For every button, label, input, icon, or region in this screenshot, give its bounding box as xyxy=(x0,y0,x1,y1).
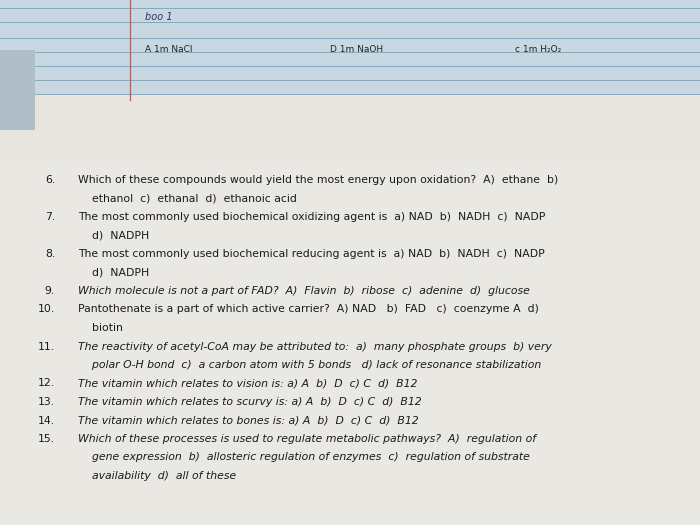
Text: 6.: 6. xyxy=(45,175,55,185)
FancyBboxPatch shape xyxy=(0,95,700,525)
Text: The vitamin which relates to scurvy is: a) A  b)  D  c) C  d)  B12: The vitamin which relates to scurvy is: … xyxy=(78,397,421,407)
Text: 8.: 8. xyxy=(45,249,55,259)
Text: 12.: 12. xyxy=(38,379,55,388)
FancyBboxPatch shape xyxy=(0,50,35,130)
Text: The reactivity of acetyl-CoA may be attributed to:  a)  many phosphate groups  b: The reactivity of acetyl-CoA may be attr… xyxy=(78,341,552,352)
Text: Which molecule is not a part of FAD?  A)  Flavin  b)  ribose  c)  adenine  d)  g: Which molecule is not a part of FAD? A) … xyxy=(78,286,530,296)
Text: 11.: 11. xyxy=(38,341,55,352)
Text: d)  NADPH: d) NADPH xyxy=(78,268,149,278)
Text: Which of these compounds would yield the most energy upon oxidation?  A)  ethane: Which of these compounds would yield the… xyxy=(78,175,559,185)
Text: 14.: 14. xyxy=(38,415,55,425)
Text: boo 1: boo 1 xyxy=(145,12,173,22)
Text: 7.: 7. xyxy=(45,212,55,222)
Text: 9.: 9. xyxy=(45,286,55,296)
Text: The most commonly used biochemical reducing agent is  a) NAD  b)  NADH  c)  NADP: The most commonly used biochemical reduc… xyxy=(78,249,545,259)
Text: polar O-H bond  c)  a carbon atom with 5 bonds   d) lack of resonance stabilizat: polar O-H bond c) a carbon atom with 5 b… xyxy=(78,360,541,370)
Text: The vitamin which relates to bones is: a) A  b)  D  c) C  d)  B12: The vitamin which relates to bones is: a… xyxy=(78,415,419,425)
Text: d)  NADPH: d) NADPH xyxy=(78,230,149,240)
Text: A 1m NaCl: A 1m NaCl xyxy=(145,45,193,54)
Text: The most commonly used biochemical oxidizing agent is  a) NAD  b)  NADH  c)  NAD: The most commonly used biochemical oxidi… xyxy=(78,212,545,222)
Text: Which of these processes is used to regulate metabolic pathways?  A)  regulation: Which of these processes is used to regu… xyxy=(78,434,536,444)
Text: biotin: biotin xyxy=(78,323,123,333)
FancyBboxPatch shape xyxy=(0,95,700,175)
Text: c 1m H₂O₂: c 1m H₂O₂ xyxy=(515,45,561,54)
Text: D 1m NaOH: D 1m NaOH xyxy=(330,45,383,54)
Text: 13.: 13. xyxy=(38,397,55,407)
FancyBboxPatch shape xyxy=(0,0,700,100)
Text: availability  d)  all of these: availability d) all of these xyxy=(78,471,237,481)
Text: The vitamin which relates to vision is: a) A  b)  D  c) C  d)  B12: The vitamin which relates to vision is: … xyxy=(78,379,417,388)
Text: gene expression  b)  allosteric regulation of enzymes  c)  regulation of substra: gene expression b) allosteric regulation… xyxy=(78,453,530,463)
Text: 10.: 10. xyxy=(38,304,55,314)
Text: 15.: 15. xyxy=(38,434,55,444)
Text: ethanol  c)  ethanal  d)  ethanoic acid: ethanol c) ethanal d) ethanoic acid xyxy=(78,194,297,204)
Text: Pantothenate is a part of which active carrier?  A) NAD   b)  FAD   c)  coenzyme: Pantothenate is a part of which active c… xyxy=(78,304,539,314)
FancyBboxPatch shape xyxy=(0,160,700,525)
